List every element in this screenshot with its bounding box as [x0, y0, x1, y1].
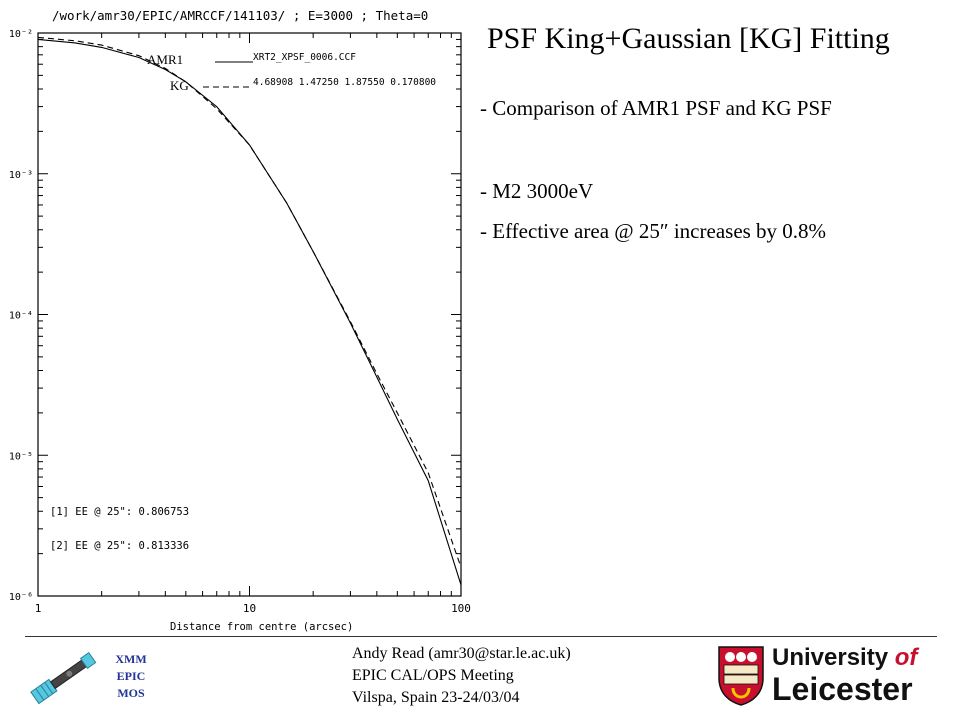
legend: AMR1 XRT2_XPSF_0006.CCF KG 4.68908 1.472…	[147, 52, 436, 93]
legend-text-kg: 4.68908 1.47250 1.87550 0.170800	[253, 77, 436, 88]
meeting-line: EPIC CAL/OPS Meeting	[352, 667, 514, 684]
series-line-kg	[37, 36, 462, 568]
venue-line: Vilspa, Spain 23-24/03/04	[352, 689, 520, 706]
ee-annotation-1: [1] EE @ 25": 0.806753	[50, 506, 189, 518]
footer-divider	[25, 636, 937, 637]
x-tick-label: 1	[35, 602, 42, 615]
legend-text-amr1: XRT2_XPSF_0006.CCF	[253, 52, 356, 63]
bullet-effective-area: - Effective area @ 25″ increases by 0.8%	[480, 219, 827, 243]
ee-annotation-2: [2] EE @ 25": 0.813336	[50, 540, 189, 552]
chart-title: /work/amr30/EPIC/AMRCCF/141103/ ; E=3000…	[52, 8, 428, 23]
x-tick-label: 10	[243, 602, 256, 615]
xmm-satellite-logo	[30, 652, 97, 705]
bullet-comparison: - Comparison of AMR1 PSF and KG PSF	[480, 96, 832, 120]
author-line: Andy Read (amr30@star.le.ac.uk)	[352, 645, 571, 662]
y-tick-label: 10⁻⁶	[9, 592, 33, 603]
psf-chart: /work/amr30/EPIC/AMRCCF/141103/ ; E=3000…	[9, 8, 471, 633]
y-tick-label: 10⁻²	[9, 29, 33, 40]
of-word: of	[894, 644, 918, 671]
xmm-epic-mos-label: XMM EPIC MOS	[106, 651, 156, 702]
epic-text: EPIC	[116, 669, 146, 683]
leicester-crest-icon	[718, 646, 764, 706]
university-wordmark: University of Leicester	[772, 644, 917, 706]
xmm-text: XMM	[115, 652, 147, 666]
footer-author-block: Andy Read (amr30@star.le.ac.uk) EPIC CAL…	[352, 643, 652, 709]
mos-text: MOS	[117, 686, 145, 700]
series-line-amr1	[37, 38, 462, 586]
bullet-instrument: - M2 3000eV	[480, 179, 594, 203]
slide-title: PSF King+Gaussian [KG] Fitting	[487, 22, 890, 55]
series-group	[37, 36, 462, 586]
x-axis-label: Distance from centre (arcsec)	[170, 621, 353, 633]
y-tick-label: 10⁻⁵	[9, 451, 33, 462]
university-logo: University of Leicester	[716, 644, 940, 706]
leicester-word: Leicester	[772, 671, 913, 707]
y-tick-label: 10⁻³	[9, 170, 33, 181]
axis-ticks: 1 10 100 10⁻² 10⁻³ 10⁻⁴ 10⁻⁵ 10⁻⁶	[9, 29, 471, 615]
y-tick-label: 10⁻⁴	[9, 311, 33, 322]
university-word: University	[772, 644, 889, 671]
legend-label-amr1: AMR1	[147, 52, 183, 67]
legend-label-kg: KG	[170, 78, 189, 93]
x-tick-label: 100	[451, 602, 471, 615]
